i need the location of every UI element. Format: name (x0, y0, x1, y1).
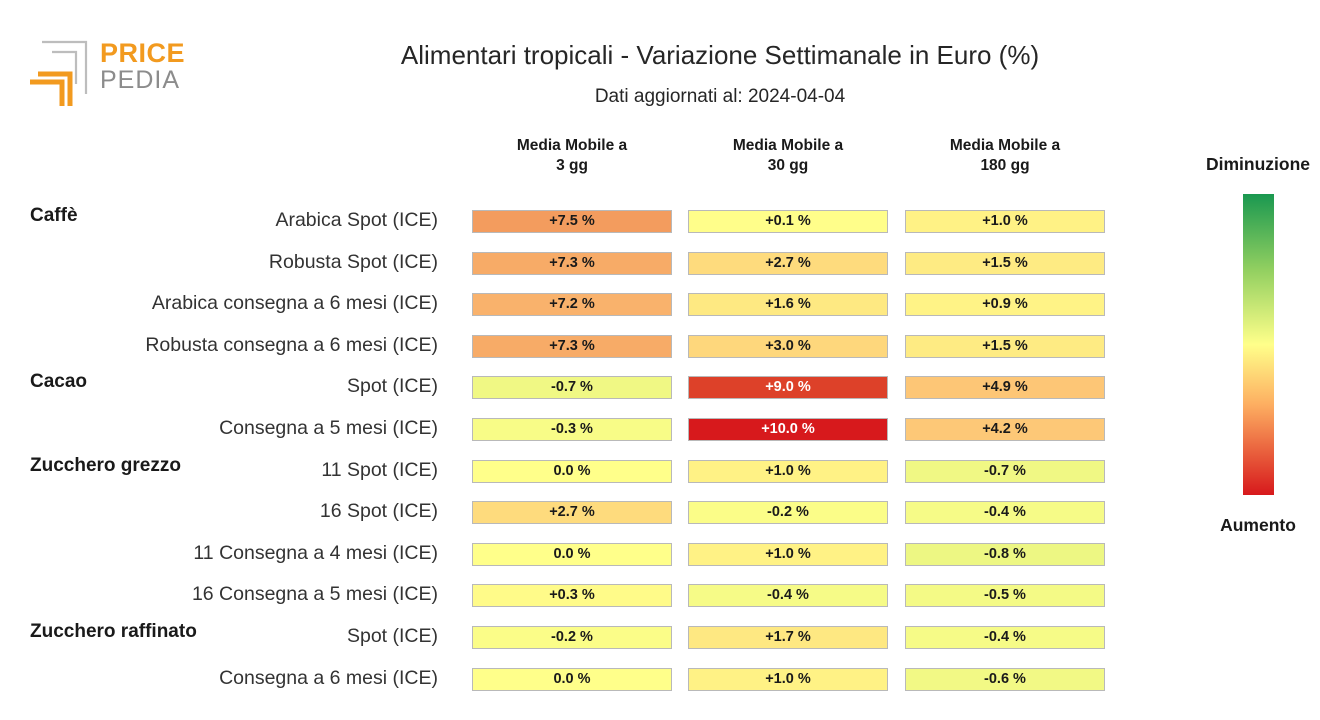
row-label: Spot (ICE) (346, 625, 438, 647)
row-label: 11 Consegna a 4 mesi (ICE) (193, 541, 438, 564)
heatmap-cell: +1.6 % (688, 293, 888, 317)
heatmap-cell: +1.0 % (688, 459, 888, 483)
heatmap-cell: -0.7 % (905, 459, 1105, 483)
pricepedia-logo: PRICE PEDIA (28, 36, 188, 108)
row-label: Consegna a 5 mesi (ICE) (219, 417, 438, 439)
legend-label-decrease: Diminuzione (1205, 154, 1311, 174)
heatmap-cell: +7.5 % (472, 210, 672, 233)
logo-word-pedia: PEDIA (100, 66, 181, 94)
heatmap-cell: +7.3 % (472, 251, 672, 275)
heatmap-cell: +2.7 % (688, 251, 888, 275)
row-label: Robusta consegna a 6 mesi (ICE) (145, 333, 438, 356)
row-label: Arabica consegna a 6 mesi (ICE) (151, 292, 438, 315)
group-label: Zucchero grezzo (30, 454, 181, 476)
heatmap-cell: -0.3 % (472, 418, 672, 441)
heatmap-cell: +4.9 % (905, 376, 1105, 400)
group-label: Caffè (30, 205, 78, 226)
heatmap-cell: +7.3 % (472, 334, 672, 358)
row-label: 16 Consegna a 5 mesi (ICE) (191, 583, 438, 606)
heatmap-cell: 0.0 % (472, 459, 672, 483)
row-label: 16 Spot (ICE) (319, 500, 438, 523)
heatmap-cell: +9.0 % (688, 376, 888, 400)
group-label: Zucchero raffinato (30, 621, 197, 642)
heatmap-cell: -0.2 % (688, 501, 888, 525)
heatmap-cell: -0.4 % (905, 501, 1105, 525)
group-label: Cacao (30, 371, 88, 393)
heatmap-cell: -0.5 % (905, 584, 1105, 608)
heatmap-cell: -0.4 % (688, 584, 888, 608)
row-label: Arabica Spot (ICE) (275, 209, 438, 231)
heatmap-cell: -0.7 % (472, 376, 672, 400)
heatmap-cell: -0.6 % (905, 667, 1105, 691)
row-label: Spot (ICE) (346, 375, 438, 398)
chart-subtitle: Dati aggiornati al: 2024-04-04 (594, 86, 846, 107)
row-label: 11 Spot (ICE) (321, 458, 438, 481)
row-label: Consegna a 6 mesi (ICE) (219, 666, 438, 689)
heatmap-cell: -0.8 % (905, 542, 1105, 566)
heatmap-cell: +1.0 % (688, 542, 888, 566)
heatmap-cell: +1.5 % (905, 334, 1105, 358)
column-header-1: Media Mobile a 3 gg (516, 137, 628, 174)
heatmap-cell: +0.1 % (688, 210, 888, 233)
heatmap-cell: 0.0 % (472, 542, 672, 566)
legend-label-increase: Aumento (1220, 515, 1296, 535)
heatmap-cell: +1.0 % (905, 210, 1105, 233)
column-header-2: Media Mobile a 30 gg (732, 137, 844, 174)
heatmap-cell: 0.0 % (472, 667, 672, 691)
heatmap-cell: +10.0 % (688, 418, 888, 441)
heatmap-cell: +3.0 % (688, 334, 888, 358)
heatmap-cell: +2.7 % (472, 501, 672, 525)
row-label: Robusta Spot (ICE) (268, 250, 438, 273)
logo-word-price: PRICE (100, 38, 186, 68)
heatmap-cell: +4.2 % (905, 418, 1105, 441)
chart-title: Alimentari tropicali - Variazione Settim… (400, 40, 1040, 70)
heatmap-cell: +7.2 % (472, 293, 672, 317)
heatmap-cell: +1.5 % (905, 251, 1105, 275)
heatmap-cell: +1.7 % (688, 626, 888, 649)
color-scale-bar (1243, 194, 1274, 495)
heatmap-cell: +1.0 % (688, 667, 888, 691)
heatmap-cell: +0.9 % (905, 293, 1105, 317)
logo-mark-icon (30, 40, 88, 106)
heatmap-cell: -0.4 % (905, 626, 1105, 649)
heatmap-cell: -0.2 % (472, 626, 672, 649)
heatmap-cell: +0.3 % (472, 584, 672, 608)
column-header-3: Media Mobile a 180 gg (949, 137, 1061, 174)
